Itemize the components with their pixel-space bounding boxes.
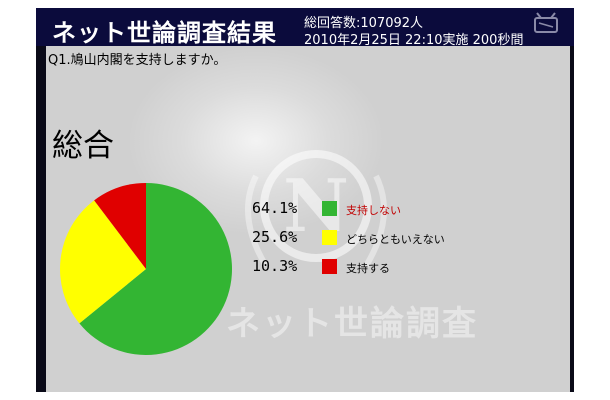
watermark-logo: N [245,150,387,268]
watermark-text: ネット世論調査 [226,304,478,344]
legend-swatch [322,230,337,245]
header-bar: ネット世論調査結果 総回答数:107092人 2010年2月25日 22:10実… [36,8,574,48]
legend-swatch [322,259,337,274]
page-title: ネット世論調査結果 [52,19,277,47]
question-text: Q1.鳩山内閣を支持しますか。 [48,53,227,68]
legend-percentage: 64.1% [252,199,298,217]
pie-chart [60,183,233,355]
legend-label: 支持しない [346,204,401,217]
pie-slice-1 [60,200,146,324]
tv-icon [534,12,558,33]
legend-label: 支持する [346,262,390,275]
results-window: ネット世論調査結果 総回答数:107092人 2010年2月25日 22:10実… [36,8,574,392]
section-title: 総合 [52,128,114,164]
pie-slice-0 [79,183,233,355]
legend-label: どちらともいえない [346,233,445,246]
pie-slice-2 [94,183,146,269]
total-votes: 総回答数:107092人 [304,16,424,31]
legend-percentage: 25.6% [252,228,298,246]
legend-percentage: 10.3% [252,257,298,275]
legend-swatch [322,201,337,216]
watermark-letter: N [283,163,349,248]
poll-timestamp: 2010年2月25日 22:10実施 200秒間 [304,33,524,48]
result-panel: N ネット世論調査 Q1.鳩山内閣を支持しますか。 総合 64.1% 支持しない 2… [46,46,570,392]
